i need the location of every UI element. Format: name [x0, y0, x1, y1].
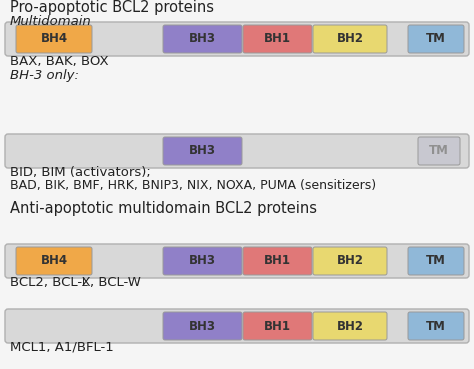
Text: TM: TM — [426, 255, 446, 268]
Text: BH3: BH3 — [189, 255, 216, 268]
Text: BH1: BH1 — [264, 255, 291, 268]
Text: Pro-apoptotic BCL2 proteins: Pro-apoptotic BCL2 proteins — [10, 0, 214, 15]
Text: BH1: BH1 — [264, 32, 291, 45]
Text: BID, BIM (activators);: BID, BIM (activators); — [10, 166, 151, 179]
Text: TM: TM — [429, 145, 449, 158]
Text: BH2: BH2 — [337, 32, 364, 45]
FancyBboxPatch shape — [163, 312, 242, 340]
FancyBboxPatch shape — [16, 25, 92, 53]
Text: BCL2, BCL-X: BCL2, BCL-X — [10, 276, 91, 289]
Text: BH4: BH4 — [40, 32, 68, 45]
FancyBboxPatch shape — [5, 244, 469, 278]
Text: Multidomain: Multidomain — [10, 15, 92, 28]
FancyBboxPatch shape — [163, 25, 242, 53]
Text: BH1: BH1 — [264, 320, 291, 332]
Text: TM: TM — [426, 32, 446, 45]
Text: BAD, BIK, BMF, HRK, BNIP3, NIX, NOXA, PUMA (sensitizers): BAD, BIK, BMF, HRK, BNIP3, NIX, NOXA, PU… — [10, 179, 376, 192]
FancyBboxPatch shape — [408, 25, 464, 53]
Text: BH3: BH3 — [189, 145, 216, 158]
Text: BH4: BH4 — [40, 255, 68, 268]
Text: BH2: BH2 — [337, 255, 364, 268]
FancyBboxPatch shape — [243, 312, 312, 340]
FancyBboxPatch shape — [408, 312, 464, 340]
Text: TM: TM — [426, 320, 446, 332]
Text: BH2: BH2 — [337, 320, 364, 332]
Text: Anti-apoptotic multidomain BCL2 proteins: Anti-apoptotic multidomain BCL2 proteins — [10, 201, 317, 216]
Text: BAX, BAK, BOX: BAX, BAK, BOX — [10, 55, 109, 68]
FancyBboxPatch shape — [16, 247, 92, 275]
Text: L: L — [82, 278, 88, 288]
FancyBboxPatch shape — [313, 247, 387, 275]
Text: , BCL-W: , BCL-W — [90, 276, 141, 289]
Text: BH-3 only:: BH-3 only: — [10, 69, 79, 82]
FancyBboxPatch shape — [243, 25, 312, 53]
FancyBboxPatch shape — [5, 134, 469, 168]
FancyBboxPatch shape — [5, 22, 469, 56]
FancyBboxPatch shape — [408, 247, 464, 275]
Text: MCL1, A1/BFL-1: MCL1, A1/BFL-1 — [10, 341, 114, 354]
Text: BH3: BH3 — [189, 32, 216, 45]
FancyBboxPatch shape — [163, 137, 242, 165]
FancyBboxPatch shape — [5, 309, 469, 343]
FancyBboxPatch shape — [313, 312, 387, 340]
FancyBboxPatch shape — [243, 247, 312, 275]
FancyBboxPatch shape — [418, 137, 460, 165]
Text: BH3: BH3 — [189, 320, 216, 332]
FancyBboxPatch shape — [313, 25, 387, 53]
FancyBboxPatch shape — [163, 247, 242, 275]
